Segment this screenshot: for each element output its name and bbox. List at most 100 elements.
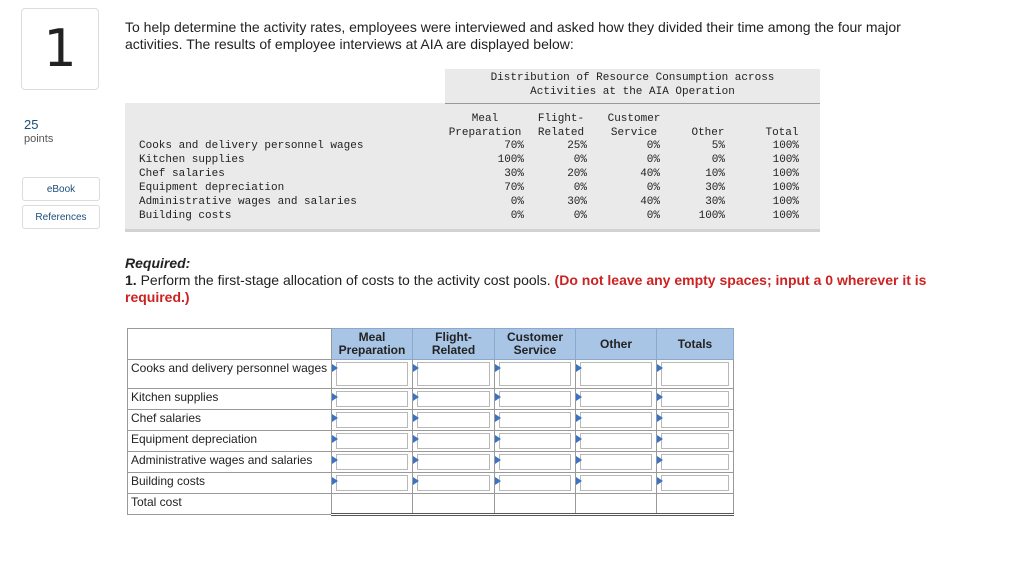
answer-input-field[interactable] [661,433,729,449]
distribution-table-blank [125,69,445,103]
answer-input-cell[interactable] [575,472,657,494]
answer-input-cell[interactable] [331,359,413,389]
total-cell[interactable] [575,493,657,516]
answer-input-field[interactable] [336,433,408,449]
answer-input-cell[interactable] [656,409,734,431]
answer-input-field[interactable] [417,362,490,386]
answer-input-field[interactable] [336,391,408,407]
answer-input-field[interactable] [417,475,490,491]
answer-input-cell[interactable] [412,359,495,389]
answer-input-cell[interactable] [656,388,734,410]
dist-cell: 70% [504,182,524,194]
dist-header-customer: Customer Service [601,112,667,140]
total-cell[interactable] [331,493,413,516]
answer-input-field[interactable] [417,391,490,407]
answer-input-field[interactable] [661,412,729,428]
answer-input-field[interactable] [661,391,729,407]
answer-input-field[interactable] [580,454,652,470]
answer-input-cell[interactable] [575,451,657,473]
required-text: Perform the first-stage allocation of co… [140,272,551,288]
answer-input-cell[interactable] [331,409,413,431]
input-marker-icon [332,477,338,485]
answer-input-cell[interactable] [656,430,734,452]
references-button[interactable]: References [22,205,100,229]
answer-input-field[interactable] [336,454,408,470]
answer-input-cell[interactable] [494,430,576,452]
answer-input-cell[interactable] [575,359,657,389]
answer-input-cell[interactable] [494,359,576,389]
answer-input-field[interactable] [499,475,571,491]
answer-input-field[interactable] [499,454,571,470]
input-marker-icon [495,364,501,372]
dist-header-line2: Other [691,127,725,139]
answer-input-field[interactable] [417,412,490,428]
answer-input-field[interactable] [580,412,652,428]
dist-cell: 40% [640,196,660,208]
answer-input-cell[interactable] [331,451,413,473]
answer-input-field[interactable] [417,433,490,449]
answer-row-label: Administrative wages and salaries [127,451,332,473]
answer-input-field[interactable] [580,391,652,407]
input-marker-icon [495,477,501,485]
answer-input-cell[interactable] [331,430,413,452]
answer-input-field[interactable] [661,362,729,386]
answer-input-field[interactable] [499,412,571,428]
answer-input-field[interactable] [661,475,729,491]
answer-input-cell[interactable] [575,430,657,452]
answer-input-cell[interactable] [575,388,657,410]
dist-cell: 100% [698,210,725,222]
answer-input-field[interactable] [336,475,408,491]
answer-row: Chef salaries [127,409,734,431]
answer-input-field[interactable] [661,454,729,470]
answer-input-field[interactable] [499,433,571,449]
answer-input-field[interactable] [336,362,408,386]
answer-row-label: Kitchen supplies [127,388,332,410]
distribution-title-line2: Activities at the AIA Operation [530,86,735,98]
answer-input-cell[interactable] [412,430,495,452]
answer-input-cell[interactable] [412,472,495,494]
input-marker-icon [576,456,582,464]
answer-input-cell[interactable] [331,472,413,494]
answer-input-cell[interactable] [656,359,734,389]
total-cell[interactable] [656,493,734,516]
dist-cell: 40% [640,168,660,180]
dist-header-line2: Preparation [448,127,522,139]
answer-input-cell[interactable] [412,451,495,473]
answer-input-cell[interactable] [494,409,576,431]
answer-input-cell[interactable] [494,388,576,410]
input-marker-icon [413,393,419,401]
total-cell[interactable] [494,493,576,516]
dist-cell: 0% [573,154,587,166]
answer-input-field[interactable] [499,391,571,407]
answer-input-cell[interactable] [412,388,495,410]
answer-input-field[interactable] [580,362,652,386]
answer-header-totals: Totals [656,328,734,360]
answer-input-cell[interactable] [575,409,657,431]
answer-input-cell[interactable] [656,472,734,494]
answer-input-cell[interactable] [412,409,495,431]
answer-header-flight: Flight- Related [412,328,495,360]
answer-input-field[interactable] [499,362,571,386]
answer-input-field[interactable] [336,412,408,428]
answer-input-field[interactable] [580,433,652,449]
answer-input-cell[interactable] [494,451,576,473]
answer-input-field[interactable] [417,454,490,470]
answer-input-cell[interactable] [331,388,413,410]
input-marker-icon [413,435,419,443]
answer-input-cell[interactable] [494,472,576,494]
dist-cell: 100% [772,168,799,180]
required-heading: Required: [125,255,191,271]
answer-row: Kitchen supplies [127,388,734,410]
answer-header-other: Other [575,328,657,360]
dist-cell: 0% [646,154,660,166]
answer-input-field[interactable] [580,475,652,491]
points-value: 25 [24,117,39,132]
dist-header-line1: Meal [471,113,499,125]
total-cell[interactable] [412,493,495,516]
answer-row: Administrative wages and salaries [127,451,734,473]
answer-row-label: Building costs [127,472,332,494]
dist-header-line1 [755,112,809,126]
total-cost-row: Total cost [127,493,734,516]
ebook-button[interactable]: eBook [22,177,100,201]
answer-input-cell[interactable] [656,451,734,473]
